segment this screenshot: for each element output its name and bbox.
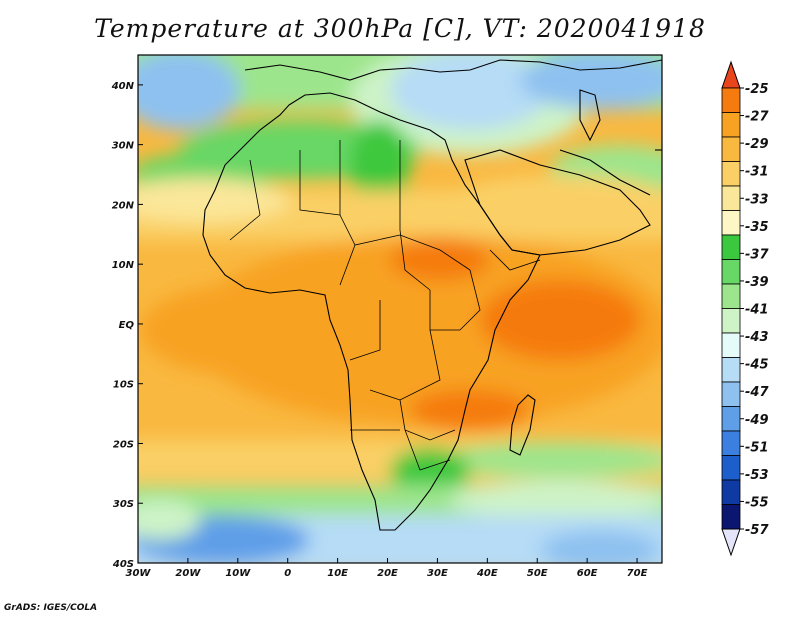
colorbar-swatch: [721, 381, 741, 407]
country-borders: [229, 140, 541, 471]
lon-tick-label: 30E: [427, 568, 448, 579]
europe-coastline: [244, 59, 662, 81]
colorbar-swatch: [721, 185, 741, 211]
lon-tick-label: 70E: [627, 568, 648, 579]
arabia-coastline: [464, 149, 651, 256]
lon-tick-label: 40E: [476, 568, 498, 579]
colorbar-swatch: [721, 308, 741, 334]
map-title: Temperature at 300hPa [C], VT: 202004191…: [94, 14, 706, 43]
colorbar: -25 -27 -29 -31 -33 -35 -37 -39 -41 -43 -45 -47 -49 -…: [721, 60, 769, 557]
colorbar-swatch: [721, 332, 741, 358]
colorbar-label: -47: [745, 385, 769, 400]
lon-tick-label: 0: [284, 568, 291, 579]
lon-tick-label: 50E: [527, 568, 548, 579]
colorbar-swatch: [721, 479, 741, 505]
colorbar-swatch: [721, 112, 741, 138]
colorbar-label: -25: [745, 82, 769, 97]
colorbar-top-arrow: [721, 60, 741, 89]
caspian-coastline: [579, 89, 601, 142]
persian-gulf-coastline: [559, 149, 651, 196]
colorbar-swatch: [721, 430, 741, 456]
colorbar-label: -41: [745, 303, 769, 318]
colorbar-swatch: [721, 234, 741, 260]
temperature-field: [138, 55, 662, 563]
colorbar-label: -31: [745, 165, 769, 180]
colorbar-swatch: [721, 455, 741, 481]
lat-tick-label: 20N: [112, 200, 135, 211]
longitude-axis: 30W 20W 10W 0 10E 20E 30E 40E 50E 60E 70E: [126, 558, 648, 579]
colorbar-swatch: [721, 210, 741, 236]
colorbar-bottom-arrow: [721, 528, 741, 557]
lat-tick-label: 40S: [112, 559, 134, 570]
lat-tick-label: 30S: [113, 499, 134, 510]
colorbar-label: -35: [745, 220, 769, 235]
colorbar-label: -27: [745, 110, 769, 125]
colorbar-label: -53: [745, 468, 769, 483]
colorbar-label: -29: [745, 137, 769, 152]
lon-tick-label: 30W: [126, 568, 152, 579]
colorbar-swatch: [721, 283, 741, 309]
colorbar-label: -55: [745, 495, 769, 510]
lat-tick-label: 10N: [112, 260, 135, 271]
colorbar-label: -49: [745, 413, 769, 428]
lat-tick-label: 20S: [113, 439, 134, 450]
colorbar-label: -39: [745, 275, 769, 290]
lon-tick-label: 10W: [225, 568, 251, 579]
lat-tick-label: 30N: [112, 141, 135, 152]
colorbar-swatch: [721, 136, 741, 162]
lat-tick-label: EQ: [119, 320, 135, 331]
lon-tick-label: 60E: [577, 568, 598, 579]
plot-frame: [137, 54, 663, 564]
colorbar-swatch: [721, 259, 741, 285]
colorbar-label: -37: [745, 247, 769, 262]
colorbar-label: -57: [745, 523, 769, 538]
colorbar-swatch: [721, 406, 741, 432]
grads-credit: GrADS: IGES/COLA: [4, 603, 98, 613]
colorbar-label: -51: [745, 440, 769, 455]
latitude-axis: 40N 30N 20N 10N EQ 10S 20S 30S 40S: [111, 81, 143, 570]
africa-coastline: [202, 92, 541, 531]
colorbar-swatch: [721, 87, 741, 113]
colorbar-label: -45: [745, 358, 769, 373]
coastline-outlines: [202, 59, 662, 531]
madagascar-coastline: [509, 394, 536, 456]
lon-tick-label: 20W: [175, 568, 201, 579]
colorbar-swatch: [721, 504, 741, 530]
colorbar-swatch: [721, 357, 741, 383]
lon-tick-label: 10E: [327, 568, 348, 579]
colorbar-swatch: [721, 161, 741, 187]
lon-tick-label: 20E: [377, 568, 398, 579]
colorbar-label: -33: [745, 192, 769, 207]
colorbar-label: -43: [745, 330, 769, 345]
lat-tick-label: 10S: [113, 380, 134, 391]
lat-tick-label: 40N: [111, 81, 135, 92]
